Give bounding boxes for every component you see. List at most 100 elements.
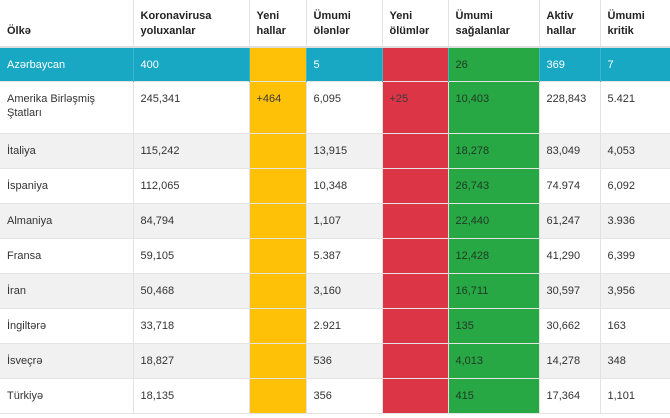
table-header-row: Ölkə Koronavirusa yoluxanlar Yeni hallar… [0, 0, 670, 48]
cell-critical: 3.936 [607, 214, 636, 227]
cell-country: Azərbaycan [0, 47, 134, 81]
cell-country: Türkiyə [0, 378, 134, 413]
table-row: İtaliya 115,242 13,915 18,278 83,049 4,0… [0, 133, 670, 168]
cell-total-cases: 18,135 [133, 378, 250, 413]
cell-total-recovered: 26,743 [448, 168, 540, 203]
table-row: Azərbaycan 400 5 26 369 7 [0, 47, 670, 81]
cell-active-cases: 30,662 [539, 308, 601, 343]
header-critical[interactable]: Ümumi kritik [600, 0, 670, 48]
cell-total-deaths: 5 [306, 47, 383, 81]
cell-new-cases [249, 238, 307, 273]
cell-total-cases: 245,341 [133, 81, 250, 133]
cell-new-deaths [382, 133, 449, 168]
cell-new-deaths [382, 308, 449, 343]
cell-country: İtaliya [0, 133, 134, 168]
cell-total-recovered: 12,428 [448, 238, 540, 273]
cell-total-cases: 59,105 [133, 238, 250, 273]
cell-total-deaths: 2.921 [306, 308, 383, 343]
cell-critical: 6,092 [607, 179, 636, 192]
cell-country: İsveçrə [0, 343, 134, 378]
cell-critical: 5.421 [607, 92, 636, 105]
cell-new-deaths [382, 273, 449, 308]
cell-new-cases [249, 47, 307, 81]
cell-total-deaths: 10,348 [306, 168, 383, 203]
cell-active-cases: 228,843 [539, 81, 601, 133]
cell-critical: 1,101 [607, 389, 636, 402]
table-row: Almaniya 84,794 1,107 22,440 61,247 3.93… [0, 203, 670, 238]
cell-total-deaths: 6,095 [306, 81, 383, 133]
cell-new-cases [249, 203, 307, 238]
cell-total-deaths: 536 [306, 343, 383, 378]
cell-critical: 4,053 [607, 144, 636, 157]
cell-total-deaths: 3,160 [306, 273, 383, 308]
cell-new-deaths [382, 203, 449, 238]
cell-critical: 163 [607, 319, 626, 332]
cell-total-recovered: 415 [448, 378, 540, 413]
cell-critical: 7 [600, 47, 670, 81]
cell-total-cases: 33,718 [133, 308, 250, 343]
table-row: Amerika Birləşmiş Ştatları 245,341 +464 … [0, 81, 670, 133]
cell-total-recovered: 18,278 [448, 133, 540, 168]
cell-critical: 6,399 [607, 249, 636, 262]
header-country[interactable]: Ölkə [0, 0, 134, 48]
cell-new-cases: +464 [249, 81, 307, 133]
cell-total-deaths: 356 [306, 378, 383, 413]
cell-active-cases: 14,278 [539, 343, 601, 378]
cell-new-deaths [382, 343, 449, 378]
cell-total-cases: 400 [133, 47, 250, 81]
table-row: Türkiyə 18,135 356 415 17,364 1,101 [0, 378, 670, 413]
cell-active-cases: 41,290 [539, 238, 601, 273]
header-total-cases[interactable]: Koronavirusa yoluxanlar [133, 0, 250, 48]
cell-total-deaths: 1,107 [306, 203, 383, 238]
cell-country: İngiltərə [0, 308, 134, 343]
cell-new-cases [249, 133, 307, 168]
cell-active-cases: 61,247 [539, 203, 601, 238]
cell-total-cases: 50,468 [133, 273, 250, 308]
cell-total-recovered: 135 [448, 308, 540, 343]
cell-total-recovered: 16,711 [448, 273, 540, 308]
table-row: İran 50,468 3,160 16,711 30,597 3,956 [0, 273, 670, 308]
cell-critical: 348 [607, 354, 626, 367]
cell-total-recovered: 22,440 [448, 203, 540, 238]
cell-country: Amerika Birləşmiş Ştatları [0, 81, 134, 133]
table-row: İsveçrə 18,827 536 4,013 14,278 348 [0, 343, 670, 378]
cell-total-cases: 115,242 [133, 133, 250, 168]
cell-new-cases [249, 273, 307, 308]
cell-total-deaths: 5.387 [306, 238, 383, 273]
header-new-deaths[interactable]: Yeni ölümlər [382, 0, 449, 48]
cell-total-cases: 18,827 [133, 343, 250, 378]
cell-active-cases: 74.974 [539, 168, 601, 203]
cell-total-recovered: 10,403 [448, 81, 540, 133]
cell-active-cases: 83,049 [539, 133, 601, 168]
cell-critical: 3,956 [607, 284, 636, 297]
cell-new-cases [249, 308, 307, 343]
table-row: Fransa 59,105 5.387 12,428 41,290 6,399 [0, 238, 670, 273]
table-row: İngiltərə 33,718 2.921 135 30,662 163 [0, 308, 670, 343]
header-new-cases[interactable]: Yeni hallar [249, 0, 307, 48]
cell-total-cases: 84,794 [133, 203, 250, 238]
header-active-cases[interactable]: Aktiv hallar [539, 0, 601, 48]
cell-active-cases: 17,364 [539, 378, 601, 413]
cell-total-cases: 112,065 [133, 168, 250, 203]
header-total-recovered[interactable]: Ümumi sağalanlar [448, 0, 540, 48]
cell-active-cases: 369 [539, 47, 601, 81]
cell-total-deaths: 13,915 [306, 133, 383, 168]
cell-new-deaths [382, 378, 449, 413]
cell-country: İran [0, 273, 134, 308]
cell-country: Almaniya [0, 203, 134, 238]
cell-new-deaths [382, 47, 449, 81]
table-row: İspaniya 112,065 10,348 26,743 74.974 6,… [0, 168, 670, 203]
cell-total-recovered: 26 [448, 47, 540, 81]
cell-new-cases [249, 343, 307, 378]
cell-country: Fransa [0, 238, 134, 273]
cell-new-cases [249, 378, 307, 413]
cell-new-deaths [382, 238, 449, 273]
cell-new-deaths: +25 [382, 81, 449, 133]
cell-total-recovered: 4,013 [448, 343, 540, 378]
cell-active-cases: 30,597 [539, 273, 601, 308]
cell-new-cases [249, 168, 307, 203]
cell-new-deaths [382, 168, 449, 203]
cell-country: İspaniya [0, 168, 134, 203]
header-total-deaths[interactable]: Ümumi ölənlər [306, 0, 383, 48]
